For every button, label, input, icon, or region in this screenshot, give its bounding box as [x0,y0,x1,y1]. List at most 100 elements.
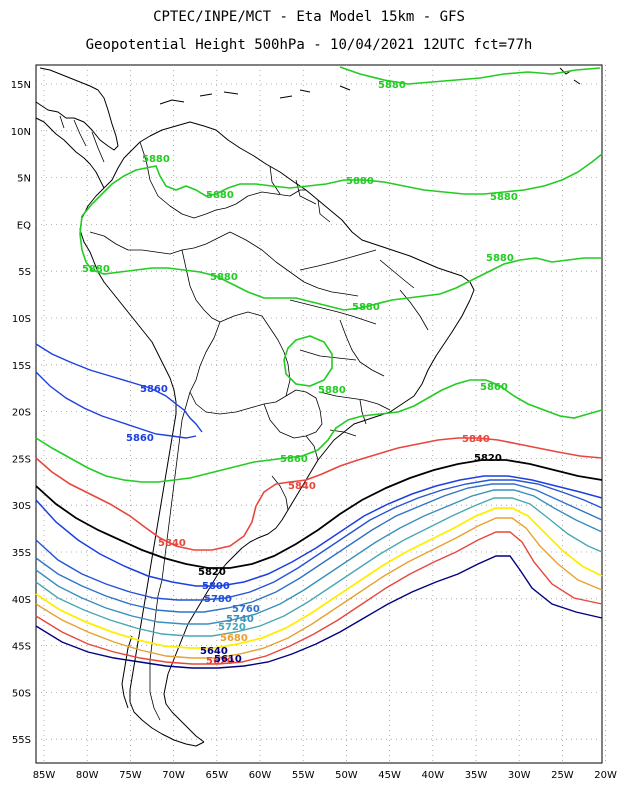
contour-5880-north-2 [81,153,603,217]
brazil-east-coast [281,299,471,521]
border-brazil-states [229,231,429,437]
border-peru-brazil [181,249,221,323]
contour-5640 [35,555,603,669]
contour-label: 5840 [288,481,316,492]
latitude-tick-label: 10N [11,127,31,138]
contour-5800 [35,475,603,587]
latitude-tick-label: EQ [17,220,31,231]
plot-frame [35,64,603,764]
border-central-america [59,115,105,163]
contour-labels: 5880 5880 5880 5880 5880 5880 5880 5880 … [82,80,518,667]
latitude-tick-label: 45S [12,642,31,653]
contour-label: 5880 [142,154,170,165]
contour-label: 5860 [280,454,308,465]
latitude-tick-label: 50S [12,688,31,699]
latitude-tick-label: 15N [11,80,31,91]
contour-5840-north [255,437,603,507]
contour-label: 5840 [462,434,490,445]
border-argentina-brazil [305,435,319,461]
latitude-tick-label: 5S [18,267,31,278]
contour-5840-south [35,457,257,551]
contour-label: 5880 [210,272,238,283]
contour-label: 5680 [220,633,248,644]
caribbean-islands [159,67,581,105]
longitude-tick-label: 25W [551,770,574,781]
contour-label: 5880 [378,80,406,91]
border-peru-bolivia [189,321,221,393]
border-chile-argentina [149,391,191,721]
border-uruguay [271,475,289,511]
contour-5880-loop [283,335,333,387]
pacific-coast [79,187,205,747]
contour-5880-mid [79,215,602,311]
contour-label: 5880 [82,264,110,275]
longitude-tick-label: 75W [119,770,142,781]
country-borders [59,115,429,721]
contour-5700 [35,507,603,649]
border-colombia-venezuela [139,141,237,219]
latitude-tick-label: 40S [12,595,31,606]
contour-label: 5860 [140,384,168,395]
latitude-tick-label: 15S [12,361,31,372]
longitude-tick-label: 60W [249,770,272,781]
contour-5760 [35,483,603,613]
latitude-tick-label: 20S [12,408,31,419]
contour-5880-west-1 [35,343,203,433]
longitude-tick-label: 30W [508,770,531,781]
contour-label: 5720 [218,622,246,633]
contour-label: 5840 [158,538,186,549]
map-title-line1: CPTEC/INPE/MCT - Eta Model 15km - GFS [153,9,465,25]
longitude-tick-label: 85W [33,770,56,781]
longitude-tick-label: 55W [292,770,315,781]
map-title-line2: Geopotential Height 500hPa - 10/04/2021 … [86,37,533,53]
contour-5660 [35,531,603,665]
longitude-tick-label: 50W [335,770,358,781]
contour-label: 5880 [318,385,346,396]
contour-label: 5820 [474,453,502,464]
contour-label: 5740 [226,614,254,625]
border-bolivia-brazil [219,311,291,397]
longitude-tick-label: 45W [378,770,401,781]
contour-5880-south [317,379,603,451]
contour-label: 5880 [486,253,514,264]
border-colombia-ecuador-peru [89,231,231,255]
contour-5680 [35,517,603,659]
longitude-tick-label: 80W [76,770,99,781]
contours [35,66,603,669]
north-sa-coast [103,121,475,301]
longitude-tick-label: 40W [421,770,444,781]
contour-label: 5610 [214,654,242,665]
chile-islands [121,635,133,709]
contour-label: 5880 [490,192,518,203]
contour-5860 [35,437,319,483]
contour-5880-west-2 [35,371,197,439]
longitude-tick-label: 20W [594,770,617,781]
contour-5820 [35,459,603,569]
border-bolivia-south [189,391,287,415]
latitude-tick-label: 35S [12,548,31,559]
longitude-tick-label: 35W [465,770,488,781]
central-america-coast [35,67,119,151]
longitude-labels: 85W 80W 75W 70W 65W 60W 55W 50W 45W 40W 35W 30W 25W 2… [33,770,617,781]
contour-5720 [35,497,603,637]
border-guianas [269,165,331,223]
contour-label: 5860 [126,433,154,444]
contour-5880-north-1 [339,66,601,85]
longitude-tick-label: 65W [205,770,228,781]
contour-label: 5760 [232,604,260,615]
latitude-tick-label: 30S [12,501,31,512]
contour-label: 5620 [206,656,234,667]
latitude-tick-label: 25S [12,454,31,465]
contour-label: 5820 [198,567,226,578]
latitude-tick-label: 55S [12,735,31,746]
central-america-coast-2 [35,117,105,189]
contour-label: 5640 [200,646,228,657]
latitude-tick-label: 5N [17,174,31,185]
border-venezuela-brazil [235,189,306,205]
longitude-tick-label: 70W [162,770,185,781]
contour-label: 5780 [204,594,232,605]
contour-label: 5880 [352,302,380,313]
contour-label: 5880 [206,190,234,201]
contour-label: 5880 [346,176,374,187]
